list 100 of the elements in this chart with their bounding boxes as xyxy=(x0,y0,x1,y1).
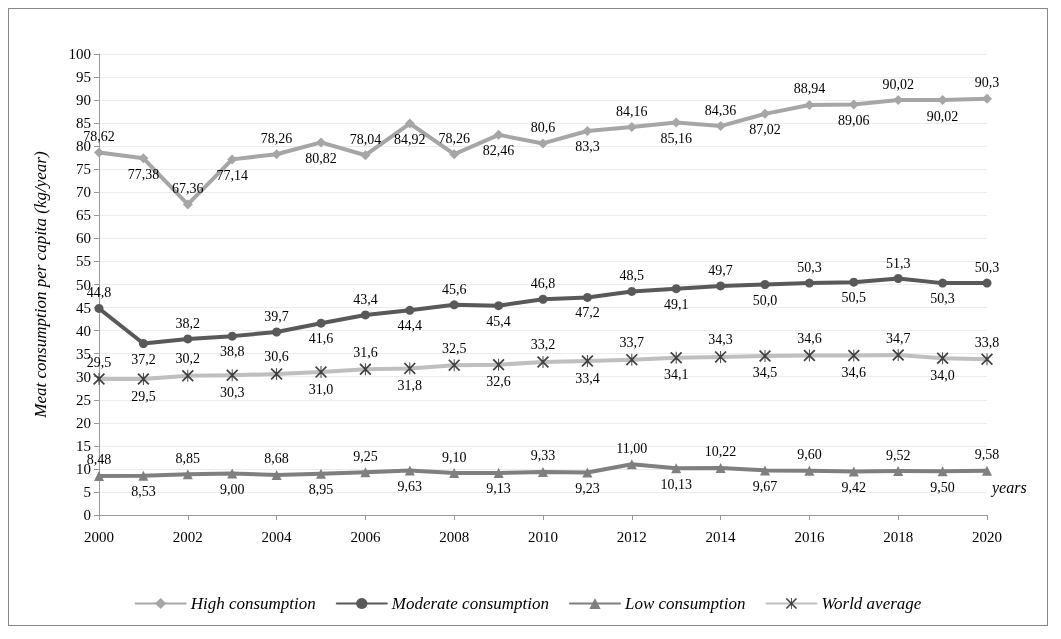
point xyxy=(404,465,415,476)
x-tick-label: 2014 xyxy=(705,528,737,545)
point xyxy=(627,286,637,296)
data-label: 9,58 xyxy=(974,447,1000,463)
data-label: 9,52 xyxy=(885,447,911,463)
data-label: 45,6 xyxy=(441,281,467,297)
x-tick-label: 2006 xyxy=(350,528,381,545)
data-label: 50,3 xyxy=(797,260,822,276)
point xyxy=(360,310,370,320)
data-label: 90,02 xyxy=(882,76,914,92)
y-tick-label: 25 xyxy=(76,391,91,408)
y-tick-label: 70 xyxy=(76,184,91,201)
point xyxy=(804,465,815,476)
point xyxy=(494,301,504,311)
data-label: 84,16 xyxy=(616,103,648,119)
point xyxy=(227,331,237,341)
data-label: 9,50 xyxy=(930,479,955,495)
point xyxy=(760,280,770,289)
data-label: 10,13 xyxy=(660,476,692,492)
legend-label: Moderate consumption xyxy=(390,594,549,613)
data-label: 9,13 xyxy=(486,481,511,497)
data-label: 9,00 xyxy=(219,482,245,498)
point xyxy=(893,466,904,477)
data-label: 50,3 xyxy=(974,260,1000,276)
data-label: 34,6 xyxy=(797,330,822,346)
data-label: 9,67 xyxy=(752,478,778,494)
data-label: 82,46 xyxy=(482,143,515,159)
data-label: 33,7 xyxy=(619,335,645,351)
point xyxy=(182,199,193,210)
data-label: 39,7 xyxy=(264,308,289,324)
point xyxy=(183,334,193,344)
y-tick-label: 15 xyxy=(76,437,91,454)
data-label: 34,1 xyxy=(663,367,689,383)
point xyxy=(982,278,992,288)
data-label: 8,85 xyxy=(175,450,201,466)
data-label: 37,2 xyxy=(131,351,156,367)
data-label: 41,6 xyxy=(308,331,334,347)
x-tick-label: 2018 xyxy=(883,528,914,545)
data-label: 32,6 xyxy=(486,374,511,390)
data-label: 9,33 xyxy=(530,448,556,464)
point xyxy=(893,274,903,283)
data-label: 48,5 xyxy=(619,268,645,284)
y-tick-label: 40 xyxy=(76,322,91,339)
x-tick-label: 2008 xyxy=(439,528,470,545)
data-label: 31,8 xyxy=(397,377,423,393)
data-label: 84,92 xyxy=(394,132,426,148)
data-label: 77,38 xyxy=(127,166,160,182)
data-label: 50,0 xyxy=(752,292,778,308)
data-label: 85,16 xyxy=(660,130,692,146)
point xyxy=(316,318,326,328)
data-label: 34,6 xyxy=(841,364,867,380)
y-tick-label: 90 xyxy=(76,92,91,109)
data-label: 51,3 xyxy=(885,255,911,271)
point xyxy=(272,327,282,337)
data-label: 46,8 xyxy=(530,276,556,292)
data-label: 9,10 xyxy=(441,449,467,465)
y-tick-label: 45 xyxy=(76,299,91,316)
data-label: 78,26 xyxy=(260,130,293,146)
data-label: 8,95 xyxy=(308,482,334,498)
point xyxy=(671,463,682,474)
data-label: 34,7 xyxy=(885,330,911,346)
data-label: 49,1 xyxy=(663,296,689,312)
data-label: 78,26 xyxy=(438,130,470,146)
y-tick-label: 95 xyxy=(76,69,91,86)
data-label: 80,6 xyxy=(530,119,556,135)
point xyxy=(493,129,504,140)
data-label: 33,2 xyxy=(530,337,556,353)
point xyxy=(716,281,726,291)
data-label: 9,25 xyxy=(353,448,378,464)
point xyxy=(849,277,859,287)
point xyxy=(271,469,282,480)
point xyxy=(760,465,770,476)
x-tick-label: 2000 xyxy=(84,528,114,545)
data-label: 90,02 xyxy=(926,108,959,124)
point xyxy=(182,469,193,480)
data-label: 83,3 xyxy=(575,139,600,155)
data-label: 84,36 xyxy=(704,102,737,118)
data-label: 10,22 xyxy=(704,444,737,460)
data-label: 78,04 xyxy=(349,131,382,147)
point xyxy=(538,294,548,304)
point xyxy=(404,118,415,129)
data-label: 87,02 xyxy=(749,122,781,138)
point xyxy=(804,278,814,288)
data-label: 9,23 xyxy=(575,480,600,496)
point xyxy=(938,278,948,288)
data-label: 77,14 xyxy=(216,167,248,183)
point xyxy=(138,339,148,349)
data-label: 34,5 xyxy=(752,365,778,381)
point xyxy=(360,467,371,478)
point xyxy=(449,468,460,479)
y-tick-label: 65 xyxy=(76,207,91,224)
x-tick-label: 2002 xyxy=(172,528,203,545)
data-label: 38,2 xyxy=(175,315,201,331)
y-tick-label: 75 xyxy=(76,161,91,178)
x-tick-label: 2012 xyxy=(616,528,647,545)
y-axis-title: Meat consumption per capita (kg/year) xyxy=(31,151,50,419)
data-label: 30,2 xyxy=(175,351,201,367)
data-label: 80,82 xyxy=(305,150,337,166)
point xyxy=(360,150,371,161)
point xyxy=(715,462,726,473)
